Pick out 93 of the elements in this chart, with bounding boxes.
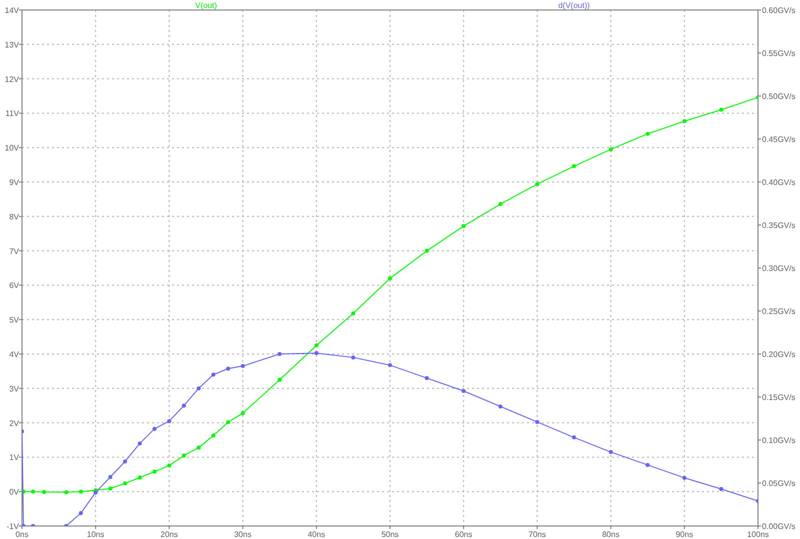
point <box>646 132 650 136</box>
y2-tick-label: 0.50GV/s <box>762 92 796 101</box>
y-tick-label: 2V <box>9 418 20 428</box>
point <box>138 475 142 480</box>
point <box>196 446 201 450</box>
point <box>719 108 724 112</box>
y-tick-label: 14V <box>4 6 20 15</box>
y-tick-label: 3V <box>9 384 20 394</box>
x-tick-label: 30ns <box>234 530 252 539</box>
point <box>211 434 216 438</box>
point <box>42 490 46 494</box>
point <box>646 462 650 467</box>
y-tick-label: 6V <box>9 281 20 290</box>
y2-tick-label: 0.45GV/s <box>762 135 796 144</box>
point <box>535 420 540 424</box>
y2-tick-label: 0.20GV/s <box>762 350 796 359</box>
text: V(out) <box>195 1 218 10</box>
point <box>31 490 36 494</box>
y2-tick-label: 0.60GV/s <box>762 6 796 15</box>
point <box>682 119 686 124</box>
y-tick-label: 13V <box>4 40 20 50</box>
point <box>123 481 128 486</box>
point <box>123 460 128 464</box>
point <box>167 463 172 468</box>
point <box>226 366 230 371</box>
point <box>108 474 112 479</box>
point <box>608 450 613 454</box>
point <box>152 470 156 474</box>
point <box>314 351 318 356</box>
y-tick-label: 10V <box>4 144 20 153</box>
y2-tick-label: 0.25GV/s <box>762 307 796 316</box>
x-tick-label: 80ns <box>602 530 620 539</box>
point <box>314 343 318 348</box>
text: d(V(out)) <box>558 1 590 10</box>
y2-tick-label: 0.15GV/s <box>762 393 796 402</box>
y2-tick-label: 0.30GV/s <box>762 264 796 273</box>
point <box>351 311 356 316</box>
point <box>138 441 142 446</box>
y2-tick-label: 0.35GV/s <box>762 221 796 230</box>
point <box>152 426 156 431</box>
y-tick-label: 12V <box>4 74 20 84</box>
y-tick-label: 8V <box>9 212 20 222</box>
x-tick-label: 90ns <box>676 530 694 539</box>
point <box>64 490 68 494</box>
y-tick-label: 11V <box>5 109 20 118</box>
point <box>388 276 392 280</box>
x-tick-label: 0ns <box>16 530 28 539</box>
y-tick-label: 1V <box>9 453 20 462</box>
point <box>351 355 356 360</box>
y2-tick-label: 0.05GV/s <box>762 479 796 488</box>
point <box>719 487 724 492</box>
y-tick-label: 7V <box>9 246 20 256</box>
point <box>278 378 282 382</box>
point <box>498 202 502 206</box>
point <box>240 411 245 416</box>
x-tick-label: 40ns <box>308 530 326 539</box>
y-tick-label: -1V <box>6 522 20 531</box>
x-tick-label: 10ns <box>86 530 104 539</box>
x-tick-label: 70ns <box>528 530 546 539</box>
point <box>226 420 230 424</box>
point <box>424 376 429 380</box>
point <box>278 352 282 356</box>
y2-tick-label: 0.55GV/s <box>762 49 796 58</box>
point <box>424 248 429 253</box>
x-tick-label: 100ns <box>747 530 769 539</box>
point <box>78 511 83 516</box>
point <box>462 224 466 228</box>
point <box>78 490 83 494</box>
point <box>535 182 540 186</box>
point <box>196 386 201 390</box>
point <box>108 486 112 491</box>
x-tick-label: 50ns <box>381 530 399 539</box>
point <box>608 147 613 152</box>
y2-tick-label: 0.10GV/s <box>762 436 796 445</box>
point <box>182 453 186 458</box>
point <box>240 364 245 368</box>
y2-tick-label: 0.40GV/s <box>762 178 796 187</box>
point <box>182 404 186 408</box>
point <box>498 404 502 408</box>
x-tick-label: 20ns <box>160 530 178 539</box>
y-tick-label: 9V <box>9 178 20 187</box>
point <box>682 476 686 480</box>
y-tick-label: 0V <box>9 488 20 497</box>
y-tick-label: 4V <box>9 350 20 359</box>
x-tick-label: 60ns <box>454 530 472 539</box>
point <box>388 363 392 368</box>
point <box>572 435 576 440</box>
point <box>572 164 576 168</box>
y2-tick-label: 0.00GV/s <box>762 522 796 531</box>
y-tick-label: 5V <box>9 316 20 325</box>
point <box>167 419 172 424</box>
point <box>462 388 466 393</box>
point <box>211 372 216 377</box>
